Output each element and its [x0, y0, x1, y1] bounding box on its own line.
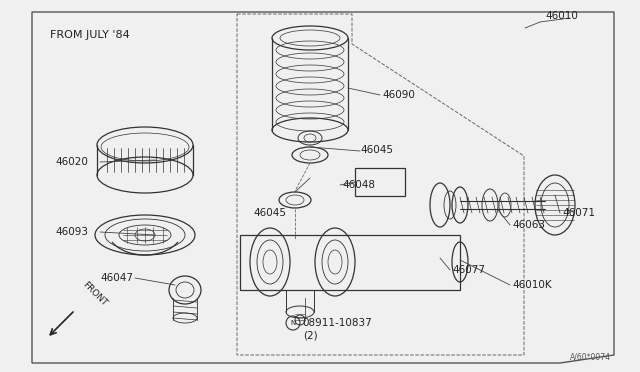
Text: 46090: 46090 — [382, 90, 415, 100]
Text: 46010: 46010 — [545, 11, 578, 21]
Text: A/60*0074: A/60*0074 — [570, 353, 611, 362]
Text: 46010K: 46010K — [512, 280, 552, 290]
Text: 46047: 46047 — [100, 273, 133, 283]
Bar — [355, 168, 405, 196]
Text: 46045: 46045 — [360, 145, 393, 155]
Text: FROM JULY '84: FROM JULY '84 — [50, 30, 130, 40]
Text: 46020: 46020 — [55, 157, 88, 167]
Bar — [240, 235, 460, 290]
Text: 08911-10837: 08911-10837 — [302, 318, 372, 328]
Text: FRONT: FRONT — [81, 280, 109, 308]
Text: 46077: 46077 — [452, 265, 485, 275]
Text: (2): (2) — [303, 330, 317, 340]
Text: 46093: 46093 — [55, 227, 88, 237]
Text: 46045: 46045 — [253, 208, 286, 218]
Text: 46071: 46071 — [562, 208, 595, 218]
Text: 46048: 46048 — [342, 180, 375, 190]
Text: 46063: 46063 — [512, 220, 545, 230]
Text: N: N — [291, 320, 296, 326]
